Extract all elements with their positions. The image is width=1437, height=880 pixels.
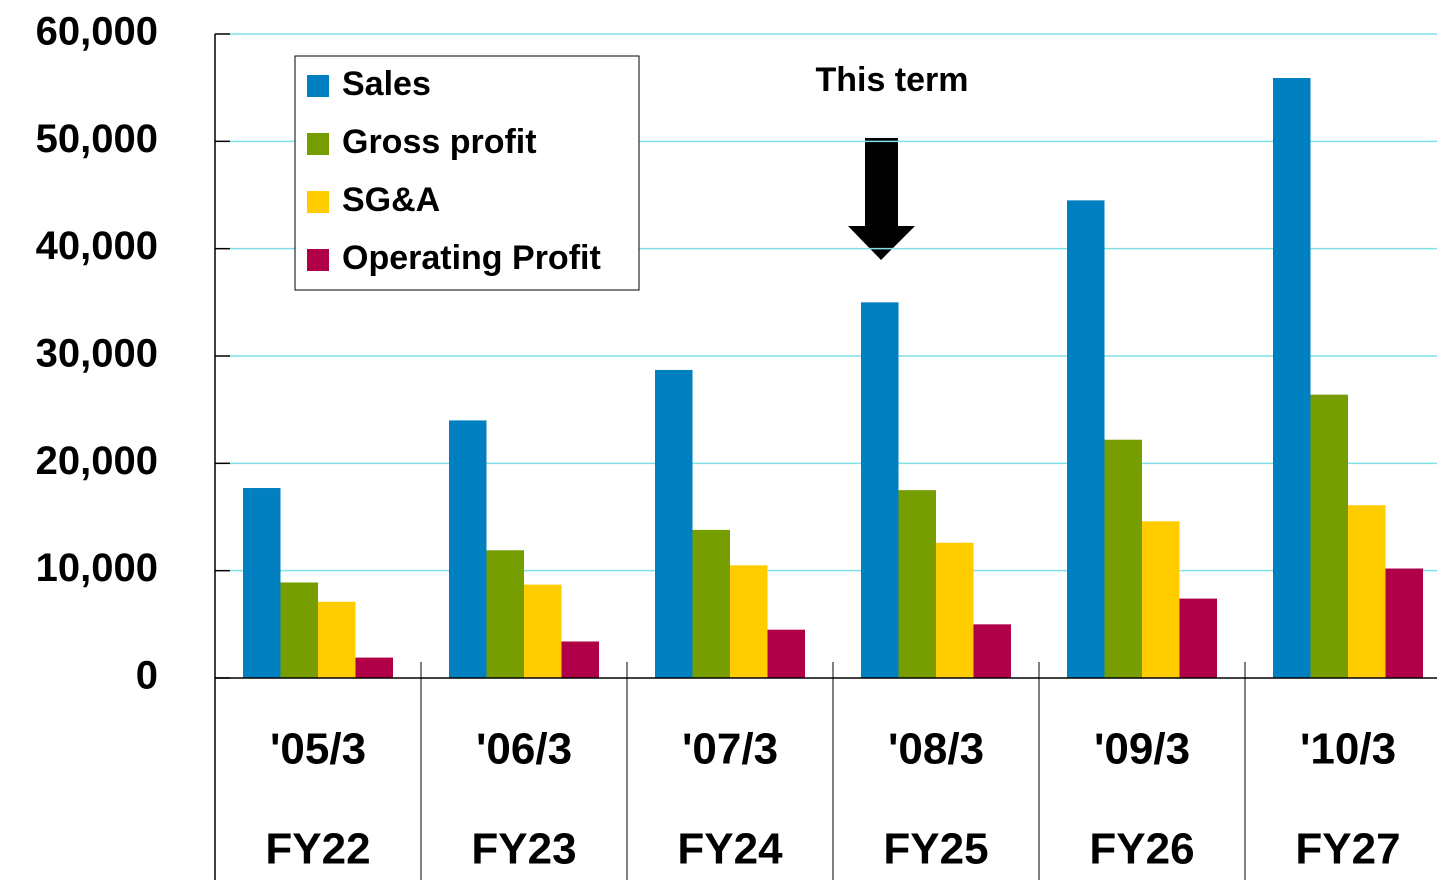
x-tick-label: '05/3 <box>270 725 366 774</box>
bar <box>692 529 730 678</box>
plot: 0 10,000 20,000 30,000 40,000 50,000 60,000 '05… <box>36 10 1437 880</box>
bar <box>655 369 693 678</box>
x-tick-label: '09/3 <box>1094 725 1190 774</box>
bar <box>861 302 899 678</box>
y-tick-label: 60,000 <box>36 10 158 54</box>
bar <box>767 629 805 678</box>
legend-swatch <box>307 249 329 271</box>
x-tick-label: FY25 <box>883 825 988 874</box>
x-tick-label: '08/3 <box>888 725 984 774</box>
arrow <box>848 138 915 260</box>
y-tick-label: 20,000 <box>36 439 158 483</box>
x-tick-label: FY23 <box>471 825 576 874</box>
bar <box>449 420 487 678</box>
bar <box>486 550 524 678</box>
y-tick-label: 40,000 <box>36 224 158 268</box>
bar <box>1142 521 1180 678</box>
annotation: This term <box>815 61 968 99</box>
bar <box>1179 598 1217 678</box>
legend-label: Operating Profit <box>342 239 601 277</box>
y-tick-label: 10,000 <box>36 546 158 590</box>
legend-swatch <box>307 191 329 213</box>
bar <box>936 542 974 678</box>
bar <box>730 565 768 678</box>
x-tick-label: FY27 <box>1295 825 1400 874</box>
bar <box>973 624 1011 678</box>
x-tick-label: '07/3 <box>682 725 778 774</box>
bar <box>1348 505 1386 678</box>
x-tick-label: FY26 <box>1089 825 1194 874</box>
bar <box>280 582 318 678</box>
bar <box>318 601 356 678</box>
bar <box>524 584 562 678</box>
legend-label: SG&A <box>342 181 440 219</box>
y-tick-label: 0 <box>136 654 158 698</box>
y-tick-label: 30,000 <box>36 332 158 376</box>
legend-label: Sales <box>342 65 431 103</box>
bar <box>355 657 393 678</box>
x-tick-label: '06/3 <box>476 725 572 774</box>
legend-box <box>294 55 640 291</box>
bar <box>1385 568 1423 678</box>
y-tick-label: 50,000 <box>36 117 158 161</box>
legend-label: Gross profit <box>342 123 537 161</box>
legend-swatch <box>307 75 329 97</box>
bar <box>1067 200 1105 678</box>
bar <box>1273 78 1311 679</box>
x-tick-label: FY24 <box>677 825 783 874</box>
bar <box>1104 439 1142 678</box>
x-tick-label: '10/3 <box>1300 725 1396 774</box>
bar <box>1310 394 1348 678</box>
bar <box>898 490 936 678</box>
bar <box>561 641 599 678</box>
x-tick-label: FY22 <box>265 825 370 874</box>
bar <box>243 488 281 678</box>
legend: Sales Gross profit SG&A Operating Profit <box>294 55 640 291</box>
legend-swatch <box>307 133 329 155</box>
